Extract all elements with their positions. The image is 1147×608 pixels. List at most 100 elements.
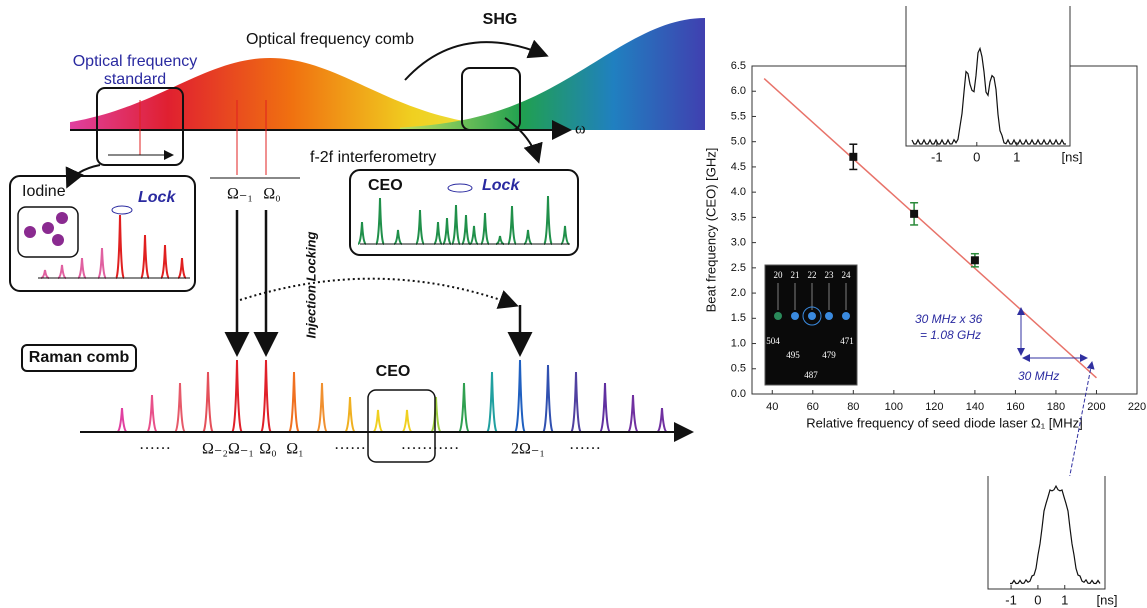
inset-tick-label: 0 — [1034, 592, 1041, 607]
y-tick-label: 2.5 — [731, 262, 746, 274]
peak — [115, 214, 125, 279]
shg-arrow — [404, 39, 549, 81]
raman-tick-label: 2Ω₋₁ — [511, 441, 545, 458]
camera-label: 495 — [786, 350, 800, 360]
inset-tick-label: 1 — [1061, 592, 1068, 607]
raman-spectrum — [116, 359, 668, 433]
inset-bg — [988, 476, 1105, 589]
dotted-arrow — [239, 277, 519, 309]
standard-box — [96, 87, 184, 166]
peak — [344, 396, 356, 433]
y-tick-label: 6.0 — [731, 85, 746, 97]
raman-tick-label: Ω₁ — [286, 441, 303, 458]
inset-tick-label: -1 — [931, 149, 943, 164]
y-tick-label: 1.0 — [731, 337, 746, 349]
lock-ring — [447, 183, 473, 193]
omega-label: ω — [575, 121, 586, 138]
peak — [430, 396, 442, 433]
peak — [433, 221, 443, 245]
inset-unit: [ns] — [1062, 149, 1083, 164]
camera-spot — [808, 312, 816, 320]
y-tick-label: 0.0 — [731, 388, 746, 400]
pointer — [1067, 361, 1095, 486]
peak — [461, 214, 471, 245]
injection-label: Injection Locking — [303, 231, 318, 338]
raman-labels: ······ Ω₋₂ Ω₋₁ Ω₀ Ω₁ ······ ··········· 2Ω₋₁ ···… — [139, 441, 601, 458]
peak — [57, 264, 67, 279]
point — [970, 256, 979, 265]
peak — [627, 394, 639, 433]
peak — [372, 409, 384, 433]
annotation: 30 MHz x 36 — [915, 312, 983, 326]
ceo-raman-box — [367, 389, 436, 463]
y-tick-label: 5.5 — [731, 110, 746, 122]
peak — [507, 205, 517, 245]
shg-label: SHG — [483, 11, 518, 28]
x-axis-label: Relative frequency of seed diode laser Ω… — [806, 415, 1082, 430]
seed-label: Ω₀ — [263, 186, 280, 203]
y-tick-label: 1.5 — [731, 312, 746, 324]
peak — [174, 382, 186, 433]
y-tick-label: 6.5 — [731, 60, 746, 72]
raman-tick-label: ······ — [569, 441, 601, 458]
lock-label: Lock — [138, 189, 176, 206]
lock-ring — [111, 205, 133, 215]
peak — [140, 234, 150, 279]
point — [910, 209, 919, 218]
pulse — [1009, 484, 1101, 585]
ceo-box-label: CEO — [368, 177, 403, 194]
f2f-spectrum — [357, 195, 570, 245]
x-tick-label: 80 — [847, 401, 859, 413]
peak — [202, 371, 214, 433]
peak — [160, 244, 170, 279]
x-tick-label: 220 — [1128, 401, 1146, 413]
peak — [514, 359, 526, 433]
x-tick-label: 160 — [1006, 401, 1024, 413]
peak — [570, 371, 582, 433]
x-tick-label: 140 — [966, 401, 984, 413]
y-tick-label: 4.0 — [731, 186, 746, 198]
inset-bg — [906, 6, 1070, 146]
peak — [97, 247, 107, 279]
raman-tick-label: ······ — [334, 441, 366, 458]
inset-frame — [987, 476, 1106, 590]
point — [849, 152, 858, 161]
y-tick-label: 0.5 — [731, 363, 746, 375]
peak — [542, 364, 554, 433]
inset-tick-label: -1 — [1005, 592, 1017, 607]
camera-label: 23 — [825, 270, 835, 280]
diagram: ω Optical frequency comb SHG Optical fre… — [9, 11, 705, 463]
shg-box — [461, 67, 521, 131]
camera-label: 21 — [791, 270, 800, 280]
inset-tick-label: 1 — [1013, 149, 1020, 164]
peak — [375, 197, 385, 245]
standard-label: Optical frequency — [73, 53, 198, 70]
annotation: = 1.08 GHz — [920, 328, 981, 342]
annotation: 30 MHz — [1018, 369, 1059, 383]
arrow — [504, 117, 543, 164]
raman-tick-label: Ω₋₁ — [228, 441, 254, 458]
x-tick-label: 100 — [885, 401, 903, 413]
x-tick-label: 120 — [925, 401, 943, 413]
raman-tick-label: ··········· — [401, 441, 460, 458]
y-tick-label: 3.5 — [731, 211, 746, 223]
peak — [523, 229, 533, 245]
peak — [231, 359, 243, 433]
fit-line — [763, 78, 1097, 379]
peak — [599, 382, 611, 433]
camera-ring — [802, 306, 822, 326]
inset-unit: [ns] — [1097, 592, 1118, 607]
f2f-label: f-2f interferometry — [310, 149, 436, 166]
y-tick-label: 3.0 — [731, 237, 746, 249]
peak — [442, 217, 452, 245]
y-tick-label: 2.0 — [731, 287, 746, 299]
shg-spectrum — [400, 18, 705, 130]
camera-label: 487 — [804, 370, 818, 380]
pulse — [911, 46, 1066, 145]
lock-label: Lock — [482, 177, 520, 194]
standard-label: standard — [104, 71, 166, 88]
camera-label: 504 — [766, 336, 780, 346]
raman-tick-label: Ω₋₂ — [202, 441, 228, 458]
iodine-label: Iodine — [22, 183, 66, 200]
